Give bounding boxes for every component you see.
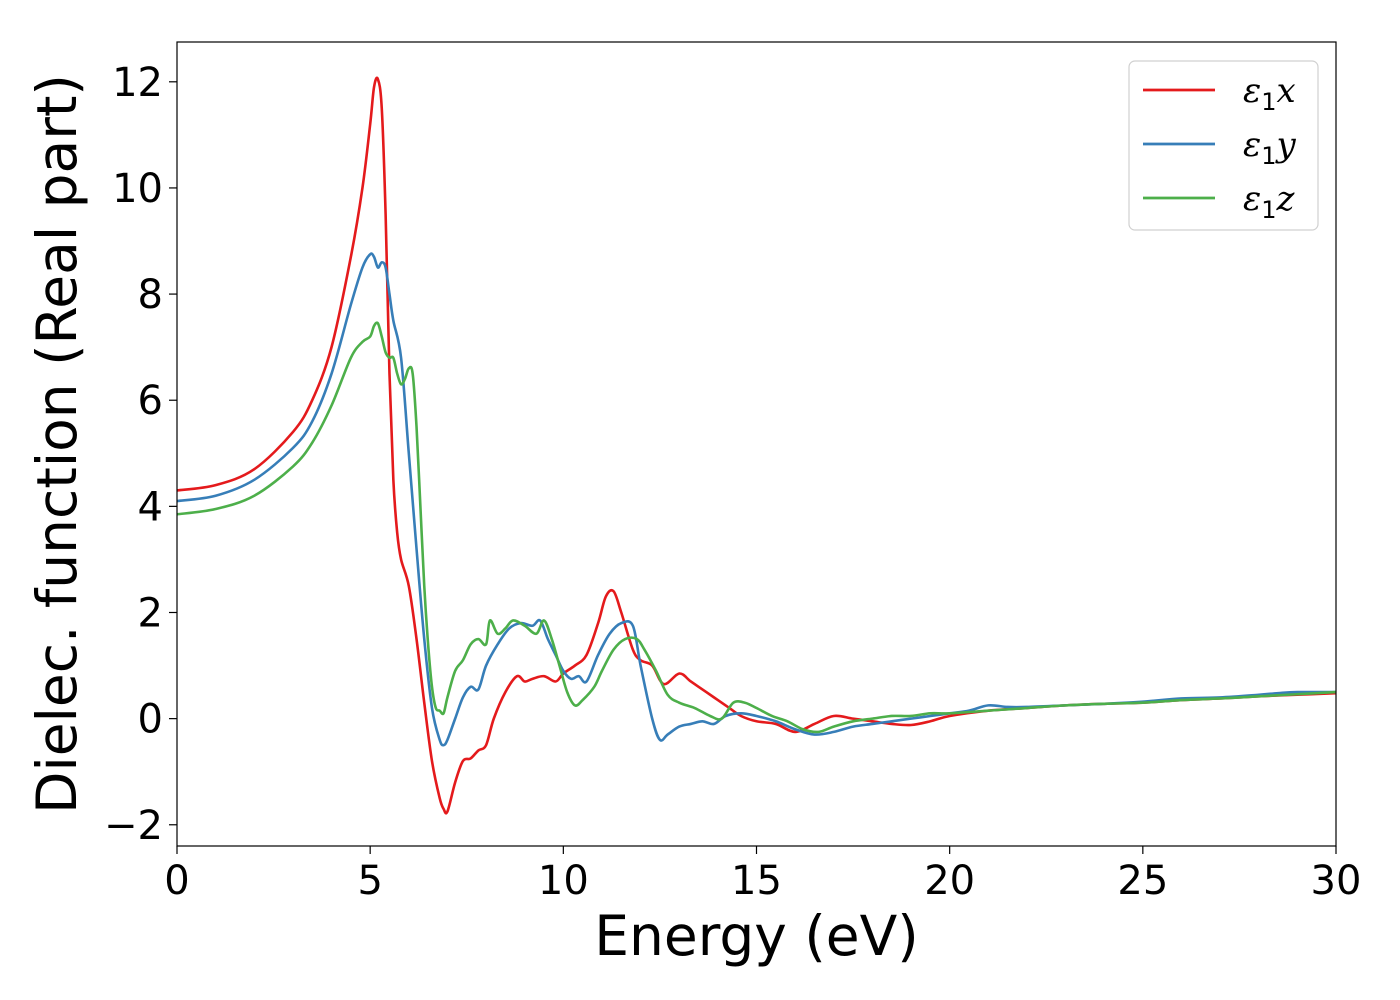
legend: ε1x ε1y ε1z (1128, 60, 1319, 231)
legend-label-z: ε1z (1243, 179, 1296, 224)
y-tick-label: 10 (112, 166, 163, 212)
legend-label-x: ε1x (1243, 71, 1296, 116)
x-tick-label: 10 (538, 858, 589, 904)
legend-label-y: ε1y (1243, 125, 1297, 170)
x-tick-label: 5 (357, 858, 382, 904)
x-tick-label: 15 (731, 858, 782, 904)
x-tick-label: 30 (1311, 858, 1362, 904)
y-tick-label: 6 (138, 378, 163, 424)
x-tick-label: 20 (924, 858, 975, 904)
y-tick-label: 8 (138, 272, 163, 318)
y-axis-title: Dielec. function (Real part) (25, 74, 89, 814)
x-tick-label: 25 (1117, 858, 1168, 904)
x-axis-title: Energy (eV) (594, 904, 918, 968)
legend-box (1128, 60, 1319, 231)
y-tick-label: −2 (104, 803, 163, 849)
x-axis: 0 5 10 15 20 25 30 (164, 846, 1361, 904)
y-tick-label: 4 (138, 484, 163, 530)
y-axis: −2 0 2 4 6 8 10 12 (104, 60, 177, 849)
y-tick-label: 12 (112, 60, 163, 106)
y-tick-label: 2 (138, 590, 163, 636)
series-line-z (177, 321, 1336, 734)
x-tick-label: 0 (164, 858, 189, 904)
y-tick-label: 0 (138, 697, 163, 743)
series-layer (177, 76, 1336, 815)
